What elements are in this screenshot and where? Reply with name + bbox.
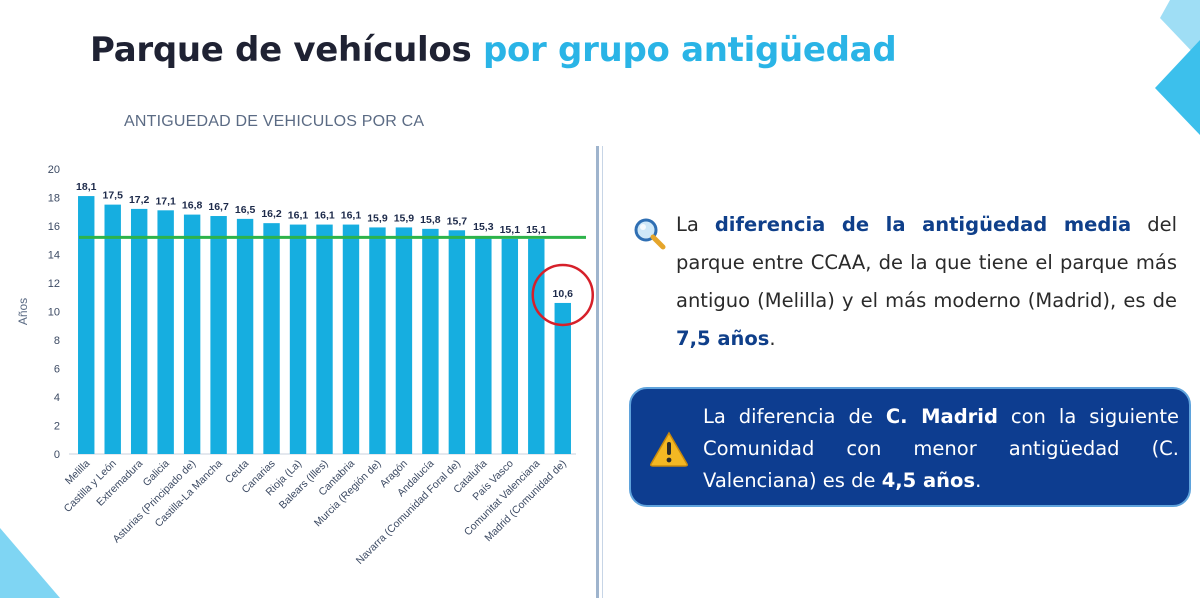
chart-title: ANTIGUEDAD DE VEHICULOS POR CA [124,113,425,130]
bar-value-label: 15,1 [526,224,547,236]
y-tick-label: 0 [54,449,60,461]
callout-region: C. Madrid [885,405,998,428]
bar [316,224,333,454]
bar-value-label: 17,2 [129,194,150,206]
key-point-text-a: La [676,213,715,236]
callout-text-a: La diferencia de [703,405,886,428]
bar [448,230,466,454]
bar-value-label: 15,9 [394,212,415,224]
bar-value-label: 10,6 [553,288,574,300]
bar [528,238,545,454]
y-axis-title: Años [16,298,30,325]
bar [183,214,201,454]
key-point-years: 7,5 años [676,327,770,350]
bar [422,228,439,454]
bar-value-label: 16,1 [314,210,335,222]
bar-chart: 02468101214161820Años18,1Melilla17,5Cast… [16,164,595,567]
y-tick-label: 18 [48,193,60,205]
bar-value-label: 15,9 [367,212,388,224]
key-point-text-c: del parque entre CCAA, de la que tiene e… [676,213,1177,312]
y-tick-label: 16 [48,221,60,233]
bar-value-label: 17,5 [102,190,123,202]
bar-value-label: 16,1 [341,210,362,222]
y-tick-label: 10 [48,307,60,319]
y-tick-label: 8 [54,335,60,347]
key-point: La diferencia de la antigüedad media del… [632,206,1177,358]
bar [342,224,360,454]
bar [78,196,95,454]
bar-value-label: 17,1 [155,195,176,207]
madrid-callout: La diferencia de C. Madrid con la siguie… [629,387,1191,507]
vertical-divider-thin [602,146,603,598]
bar-value-label: 16,7 [208,201,229,213]
magnifier-icon [634,218,666,250]
bar-value-label: 18,1 [76,181,97,193]
bar [236,218,254,454]
y-tick-label: 6 [54,364,60,376]
y-tick-label: 12 [48,278,60,290]
corner-decoration-bottom-left [0,528,60,598]
bar [263,223,280,454]
bar-value-label: 15,3 [473,221,494,233]
y-tick-label: 2 [54,421,60,433]
bar [104,204,121,454]
bar-value-label: 15,1 [500,224,521,236]
callout-years: 4,5 años [881,469,976,492]
bar [157,210,174,454]
callout-text-c: con la siguiente Comunidad con menor ant… [703,405,1179,492]
key-point-highlight: diferencia de la antigüedad media [714,213,1132,236]
bar-value-label: 15,8 [420,214,441,226]
y-tick-label: 20 [48,164,60,176]
bar-value-label: 15,7 [447,215,468,227]
bar [130,208,148,454]
y-tick-label: 4 [54,392,60,404]
bar [395,227,413,454]
bar [369,227,386,454]
bar [210,216,227,454]
bar-value-label: 16,8 [182,200,203,212]
highlight-circle [531,263,595,327]
page-title-main: Parque de vehículos [90,30,472,70]
vertical-divider [596,146,599,598]
key-point-text-e: . [769,327,776,350]
bar [475,235,492,454]
corner-decoration-top-right [1155,0,1200,135]
bar-value-label: 16,1 [288,210,309,222]
bar [289,224,307,454]
warning-icon [650,431,688,467]
bar [554,302,571,454]
bar [501,238,519,454]
bar-value-label: 16,5 [235,204,256,216]
page-title-accent: por grupo antigüedad [482,30,897,70]
bar-value-label: 16,2 [261,208,282,220]
callout-text-e: . [975,469,982,492]
page-title: Parque de vehículos por grupo antigüedad [90,30,897,70]
key-point-text: La diferencia de la antigüedad media del… [676,206,1177,358]
callout-text: La diferencia de C. Madrid con la siguie… [703,401,1179,497]
y-tick-label: 14 [48,250,60,262]
